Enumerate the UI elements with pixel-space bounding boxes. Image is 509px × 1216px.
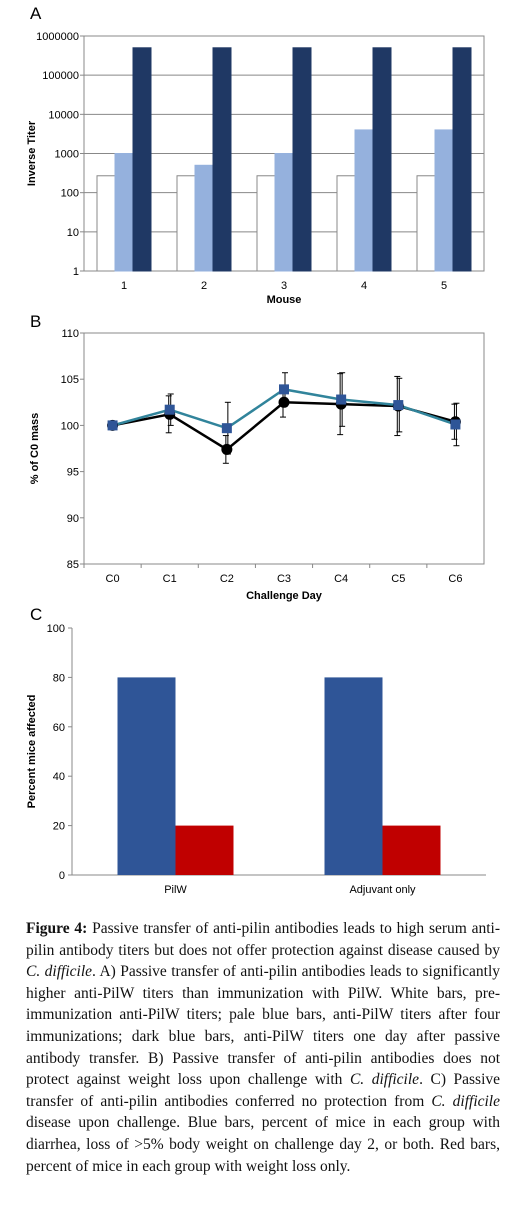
panel-a: A 1 10 100 1000 10000 100000 1000000 1 2 3 4 5 Mouse…	[0, 0, 509, 310]
x-tick-label: C4	[334, 573, 348, 585]
bar	[96, 175, 116, 272]
y-tick-label: 100	[47, 623, 65, 635]
x-tick-label: C3	[277, 573, 291, 585]
y-tick-label: 20	[53, 821, 65, 833]
y-axis-label: Percent mice affected	[26, 695, 38, 809]
bar	[324, 677, 383, 875]
titer-bar-chart: 1 10 100 1000 10000 100000 1000000 1 2 3 4 5 Mouse In…	[26, 31, 485, 306]
bar	[256, 175, 276, 272]
data-point	[393, 400, 404, 411]
data-point	[221, 423, 232, 434]
x-tick-label: C0	[106, 573, 120, 585]
x-tick-label: Adjuvant only	[349, 884, 416, 896]
data-point	[336, 394, 347, 405]
panel-c-label: C	[30, 605, 43, 624]
caption-text-4: disease upon challenge. Blue bars, perce…	[26, 1114, 500, 1175]
bar	[176, 175, 196, 272]
caption-text-3: . C) Passive transfer of anti-pilin anti…	[26, 1071, 501, 1110]
x-tick-label: 4	[361, 280, 367, 292]
x-tick-label: C1	[163, 573, 177, 585]
caption-organism-2: C. difficile	[349, 1071, 420, 1089]
caption-organism-1: C. difficile	[26, 963, 93, 981]
caption-organism-3: C. difficile	[431, 1092, 500, 1110]
bar	[354, 129, 374, 272]
caption-text-1: Passive transfer of anti-pilin antibodie…	[26, 920, 500, 959]
affected-bar-chart: 0 20 40 60 80 100 PilW Adjuvant only Percent mic…	[26, 623, 486, 896]
bar	[372, 47, 392, 272]
bar	[452, 47, 472, 272]
bar	[382, 825, 441, 875]
bar	[114, 153, 134, 272]
bar	[117, 677, 176, 875]
x-tick-label: 3	[281, 280, 287, 292]
x-tick-label: C2	[220, 573, 234, 585]
bar	[132, 47, 152, 272]
y-tick-label: 95	[67, 467, 79, 479]
y-tick-label: 110	[61, 328, 79, 340]
y-tick-label: 1	[73, 266, 79, 278]
bar	[416, 175, 436, 272]
panel-b-label: B	[30, 312, 42, 331]
bar	[175, 825, 234, 875]
figure-caption: Figure 4: Passive transfer of anti-pilin…	[26, 918, 500, 1177]
bar	[434, 129, 454, 272]
y-tick-label: 1000	[55, 149, 79, 161]
bar	[212, 47, 232, 272]
data-point	[107, 420, 118, 431]
y-tick-label: 1000000	[36, 31, 79, 43]
caption-text-2: . A) Passive transfer of anti-pilin anti…	[26, 963, 501, 1089]
y-axis-label: Inverse Titer	[26, 120, 38, 186]
plot-area	[83, 332, 485, 565]
panel-b: B 85 90 95 100 105 110 C0 C1 C2 C3 C4 C5 C6 Challenge…	[0, 310, 509, 608]
x-tick-label: C6	[448, 573, 462, 585]
x-axis-label: Mouse	[267, 294, 302, 306]
x-tick-label: 2	[201, 280, 207, 292]
y-tick-label: 0	[59, 870, 65, 882]
panel-c: C 0 20 40 60 80 100 PilW Adjuvant only Percent m…	[0, 605, 509, 905]
y-tick-label: 85	[67, 559, 79, 571]
y-tick-label: 90	[67, 513, 79, 525]
x-tick-label: PilW	[164, 884, 187, 896]
bar	[336, 175, 356, 272]
y-tick-label: 100	[61, 420, 79, 432]
y-axis-label: % of C0 mass	[29, 413, 41, 485]
x-axis-label: Challenge Day	[246, 590, 323, 602]
y-tick-label: 100	[61, 188, 79, 200]
panel-a-label: A	[30, 4, 42, 23]
y-tick-label: 80	[53, 672, 65, 684]
bar	[194, 164, 214, 272]
bar	[292, 47, 312, 272]
y-tick-label: 10000	[48, 109, 79, 121]
figure-label: Figure 4:	[26, 920, 88, 937]
data-point	[164, 404, 175, 415]
x-tick-label: 5	[441, 280, 447, 292]
mass-line-chart: 85 90 95 100 105 110 C0 C1 C2 C3 C4 C5 C6 Challenge D…	[29, 328, 485, 602]
data-point	[221, 443, 233, 455]
y-tick-label: 100000	[42, 70, 79, 82]
data-point	[450, 419, 461, 430]
data-point	[279, 384, 289, 395]
y-tick-label: 105	[61, 374, 79, 386]
x-tick-label: 1	[121, 280, 127, 292]
bar	[274, 153, 294, 272]
data-point	[278, 396, 290, 408]
x-tick-label: C5	[391, 573, 405, 585]
y-tick-label: 60	[53, 722, 65, 734]
y-tick-label: 40	[53, 771, 65, 783]
y-tick-label: 10	[67, 227, 79, 239]
